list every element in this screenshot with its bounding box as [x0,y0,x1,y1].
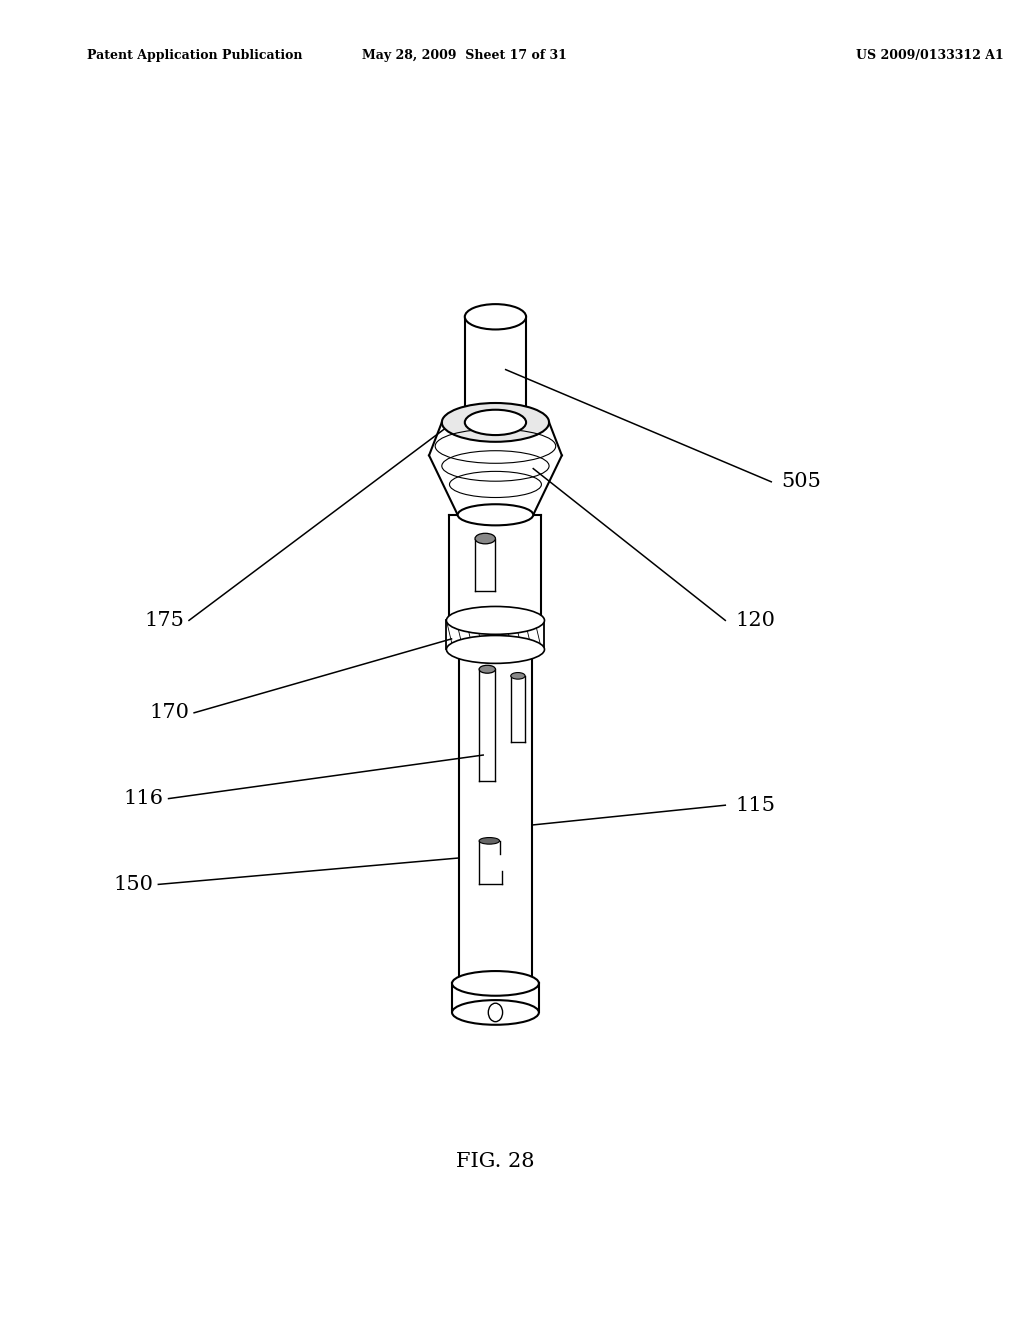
Text: 505: 505 [781,473,821,491]
Ellipse shape [475,533,496,544]
Text: FIG. 28: FIG. 28 [457,1152,535,1171]
Text: May 28, 2009  Sheet 17 of 31: May 28, 2009 Sheet 17 of 31 [362,49,567,62]
Ellipse shape [441,403,549,442]
Ellipse shape [452,1001,539,1024]
Ellipse shape [465,409,526,436]
Text: 115: 115 [735,796,775,814]
Text: 120: 120 [735,611,775,630]
Ellipse shape [452,972,539,995]
Ellipse shape [446,606,545,635]
Text: Patent Application Publication: Patent Application Publication [87,49,302,62]
Ellipse shape [479,837,500,845]
Ellipse shape [446,635,545,664]
Text: US 2009/0133312 A1: US 2009/0133312 A1 [856,49,1004,62]
Ellipse shape [479,665,496,673]
Text: 116: 116 [124,789,164,808]
Ellipse shape [511,673,525,678]
Ellipse shape [469,412,522,433]
Ellipse shape [465,304,526,330]
Ellipse shape [458,504,534,525]
Ellipse shape [450,607,542,634]
Text: 150: 150 [114,875,154,894]
Text: 175: 175 [144,611,184,630]
Text: 170: 170 [148,704,189,722]
